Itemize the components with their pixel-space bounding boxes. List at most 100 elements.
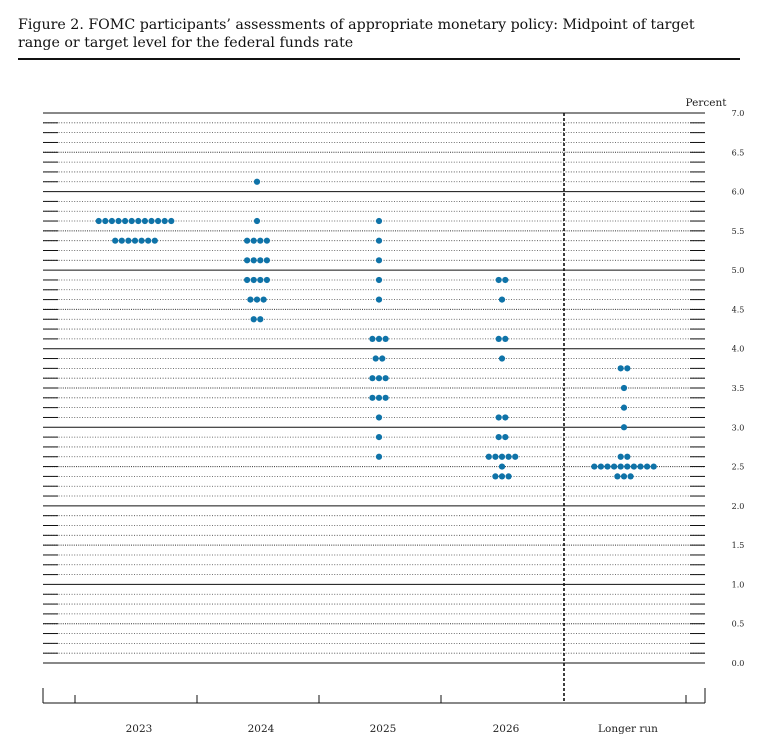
y-tick-label: 5.5: [732, 227, 745, 236]
dot: [112, 237, 119, 244]
dot: [637, 463, 644, 470]
dot: [375, 257, 383, 264]
dot: [375, 296, 383, 303]
dot: [620, 473, 628, 480]
dot: [611, 463, 618, 470]
dot: [244, 237, 251, 244]
figure-title: Figure 2. FOMC participants’ assessments…: [18, 17, 695, 51]
dot: [369, 394, 376, 401]
dot: [135, 217, 142, 225]
dot: [141, 217, 148, 225]
y-tick-label: 7.0: [732, 109, 745, 118]
dot: [502, 434, 509, 441]
dot: [263, 276, 270, 284]
dot: [138, 237, 145, 244]
dot: [498, 296, 506, 303]
y-tick-label: 4.0: [732, 345, 745, 354]
dot: [102, 217, 109, 225]
x-category-label: Longer run: [598, 723, 658, 735]
dot: [505, 473, 512, 480]
dot: [502, 276, 509, 284]
dot: [614, 473, 621, 480]
dot: [382, 375, 389, 382]
dot: [168, 217, 175, 225]
dot: [372, 355, 379, 362]
dot: [375, 434, 383, 441]
dot: [650, 463, 657, 470]
dot: [624, 365, 631, 372]
dot: [375, 394, 383, 401]
dot: [630, 463, 638, 470]
dot: [250, 257, 257, 264]
x-category-label: 2024: [248, 723, 275, 735]
dot: [597, 463, 605, 470]
dot: [375, 276, 383, 284]
dot: [624, 453, 631, 460]
dot: [375, 237, 383, 244]
dot: [620, 384, 628, 392]
dot: [604, 463, 611, 470]
dot: [495, 335, 502, 342]
dot: [247, 296, 254, 303]
y-tick-label: 0.0: [732, 659, 745, 668]
dot: [498, 453, 506, 460]
dot: [122, 217, 129, 225]
dot: [250, 237, 257, 244]
dot: [95, 217, 102, 225]
dot: [498, 355, 506, 362]
dot: [125, 237, 132, 244]
dot: [244, 276, 251, 284]
dot: [644, 463, 651, 470]
y-tick-label: 1.0: [732, 580, 745, 589]
y-tick-label: 6.0: [732, 188, 745, 197]
axes: [42, 113, 706, 704]
dot: [148, 217, 155, 225]
dot: [492, 473, 499, 480]
dot: [250, 276, 257, 284]
y-tick-label: 4.5: [732, 305, 745, 314]
dot: [257, 276, 264, 284]
y-tick-label: 2.0: [732, 502, 745, 511]
dot: [502, 335, 509, 342]
dot: [161, 217, 168, 225]
dot: [250, 316, 257, 323]
dot: [118, 237, 125, 244]
dot: [257, 257, 264, 264]
dot: [155, 217, 162, 225]
y-tick-label: 3.5: [732, 384, 745, 393]
dot: [624, 463, 631, 470]
dots: [95, 178, 657, 480]
dot: [620, 424, 628, 431]
x-category-label: 2026: [493, 723, 520, 735]
dot: [375, 453, 383, 460]
y-tick-label: 1.5: [732, 541, 745, 550]
y-tick-label: 3.0: [732, 423, 745, 432]
dot: [263, 237, 270, 244]
dot: [108, 217, 115, 225]
dot: [375, 414, 383, 421]
y-tick-label: 0.5: [732, 620, 745, 629]
dot: [617, 463, 624, 470]
dot: [375, 335, 383, 342]
title-rule: [18, 58, 740, 60]
dot: [382, 335, 389, 342]
dot: [495, 434, 502, 441]
dot: [253, 296, 261, 303]
dot: [369, 375, 376, 382]
dot: [263, 257, 270, 264]
dot: [369, 335, 376, 342]
dot: [145, 237, 152, 244]
dot: [375, 375, 383, 382]
dot: [627, 473, 634, 480]
dot: [495, 414, 502, 421]
dot: [617, 365, 624, 372]
x-category-label: 2023: [126, 723, 153, 735]
dot: [620, 404, 628, 411]
dot: [591, 463, 598, 470]
dot: [151, 237, 158, 244]
dot: [260, 296, 267, 303]
x-category-label: 2025: [370, 723, 397, 735]
y-tick-label: 5.0: [732, 266, 745, 275]
dot: [244, 257, 251, 264]
